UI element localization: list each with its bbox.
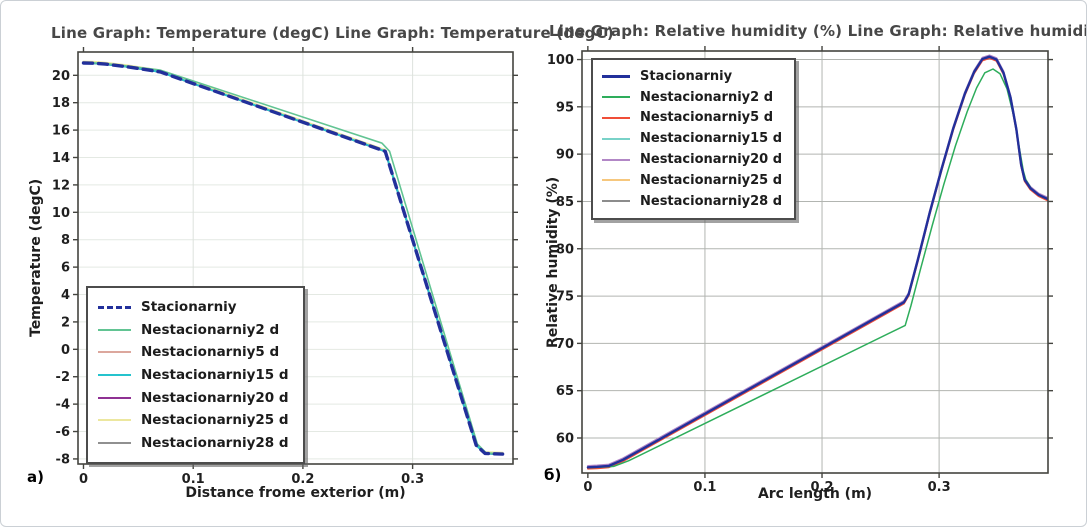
chart-title: Line Graph: Relative humidity (%) Line G… xyxy=(549,22,1086,40)
legend-label: Nestacionarniy15 d xyxy=(141,367,289,384)
legend-swatch xyxy=(602,200,630,203)
x-tick-label: 0.3 xyxy=(401,472,424,487)
legend-item: Nestacionarniy2 d xyxy=(98,319,289,342)
y-axis-label: Relative humidity (%) xyxy=(545,176,561,348)
y-tick-label: 12 xyxy=(52,178,70,193)
x-tick-label: 0 xyxy=(79,472,88,487)
legend-label: Nestacionarniy25 d xyxy=(640,172,783,188)
legend-item: Nestacionarniy5 d xyxy=(98,341,289,364)
legend-swatch xyxy=(98,441,131,444)
legend-swatch xyxy=(602,158,630,161)
y-axis-label: Temperature (degC) xyxy=(28,178,44,338)
legend-item: Nestacionarniy25 d xyxy=(98,409,289,432)
legend-swatch xyxy=(602,96,630,99)
y-tick-label: 2 xyxy=(61,315,70,330)
y-tick-label: 70 xyxy=(556,337,574,352)
legend-swatch xyxy=(98,396,131,399)
legend-label: Nestacionarniy15 d xyxy=(640,131,783,147)
x-axis-label: Distance frome exterior (m) xyxy=(185,485,406,501)
x-tick-label: 0.2 xyxy=(811,480,834,495)
x-axis-label: Arc length (m) xyxy=(757,486,873,502)
legend-label: Nestacionarniy25 d xyxy=(141,412,289,429)
legend-swatch xyxy=(602,179,630,182)
y-tick-label: 90 xyxy=(556,148,574,163)
y-tick-label: 75 xyxy=(556,290,574,305)
y-tick-label: 80 xyxy=(556,242,574,257)
y-tick-label: 65 xyxy=(556,384,574,399)
legend-item: Stacionarniy xyxy=(602,66,782,87)
subfigure-label-a: a) xyxy=(27,468,44,486)
y-tick-label: 100 xyxy=(547,53,574,68)
y-tick-label: 0 xyxy=(61,343,70,358)
y-tick-label: 18 xyxy=(52,96,70,111)
y-tick-label: 95 xyxy=(556,100,574,115)
legend-item: Nestacionarniy5 d xyxy=(602,108,782,129)
y-tick-label: 16 xyxy=(52,124,70,139)
legend-item: Nestacionarniy28 d xyxy=(602,191,782,212)
x-tick-label: 0.3 xyxy=(928,480,951,495)
legend-label: Nestacionarniy28 d xyxy=(141,434,289,451)
y-tick-label: 14 xyxy=(52,151,70,166)
legend-label: Stacionarniy xyxy=(141,299,237,316)
legend-label: Nestacionarniy5 d xyxy=(640,110,774,126)
legend-item: Nestacionarniy15 d xyxy=(98,364,289,387)
x-tick-label: 0.1 xyxy=(182,472,205,487)
legend-label: Stacionarniy xyxy=(640,68,733,84)
legend-label: Nestacionarniy20 d xyxy=(640,152,783,168)
humidity-chart: 0 0.1 0.2 0.3 60 65 70 75 80 85 90 95 100 Line Graph… xyxy=(544,1,1086,526)
y-tick-label: -8 xyxy=(56,452,70,467)
legend: Stacionarniy Nestacionarniy2 d Nestacionar… xyxy=(86,286,305,465)
y-tick-label: -2 xyxy=(56,370,70,385)
subfigure-label-b: б) xyxy=(544,466,562,484)
x-tick-label: 0.2 xyxy=(291,472,314,487)
y-tick-label: 20 xyxy=(52,69,70,84)
y-tick-label: -4 xyxy=(56,398,70,413)
legend-item: Nestacionarniy20 d xyxy=(98,386,289,409)
series-line-0 xyxy=(81,61,505,456)
axis-frame xyxy=(581,50,1049,474)
y-tick-label: 60 xyxy=(556,431,574,446)
legend-swatch xyxy=(602,74,630,78)
legend-swatch xyxy=(98,305,131,309)
legend-item: Nestacionarniy2 d xyxy=(602,87,782,108)
y-tick-label: 4 xyxy=(61,288,70,303)
legend-item: Nestacionarniy28 d xyxy=(98,432,289,455)
series-line-0 xyxy=(586,55,1048,469)
legend-label: Nestacionarniy5 d xyxy=(141,344,280,361)
y-tick-label: 10 xyxy=(52,206,70,221)
legend-item: Nestacionarniy15 d xyxy=(602,128,782,149)
humidity-plot-svg: 0 0.1 0.2 0.3 60 65 70 75 80 85 90 95 100 xyxy=(547,46,1053,495)
legend-swatch xyxy=(98,328,131,331)
legend-swatch xyxy=(98,419,131,422)
x-tick-label: 0.1 xyxy=(693,480,716,495)
chart-title-text: Line Graph: Temperature (degC) Line Grap… xyxy=(51,24,614,42)
legend-label: Nestacionarniy28 d xyxy=(640,193,783,209)
legend-swatch xyxy=(98,351,131,354)
y-tick-label: 85 xyxy=(556,195,574,210)
legend-item: Nestacionarniy20 d xyxy=(602,149,782,170)
legend-item: Nestacionarniy25 d xyxy=(602,170,782,191)
temperature-chart: 0 0.1 0.2 0.3 -8 -6 -4 -2 0 2 4 6 8 10 12 14 16 18 20 Line… xyxy=(1,1,614,526)
y-tick-label: -6 xyxy=(56,425,70,440)
chart-title: Line Graph: Temperature (degC) Line Grap… xyxy=(51,24,614,42)
legend: Stacionarniy Nestacionarniy2 d Nestacionar… xyxy=(591,58,797,220)
y-tick-label: 6 xyxy=(61,261,70,276)
legend-swatch xyxy=(602,116,630,119)
legend-label: Nestacionarniy20 d xyxy=(141,389,289,406)
legend-item: Stacionarniy xyxy=(98,296,289,319)
chart-title-text: Line Graph: Relative humidity (%) Line G… xyxy=(549,22,1087,40)
y-tick-label: 8 xyxy=(61,233,70,248)
legend-label: Nestacionarniy2 d xyxy=(141,321,280,338)
legend-label: Nestacionarniy2 d xyxy=(640,89,774,105)
x-tick-label: 0 xyxy=(583,480,592,495)
legend-swatch xyxy=(98,374,131,377)
legend-swatch xyxy=(602,137,630,140)
